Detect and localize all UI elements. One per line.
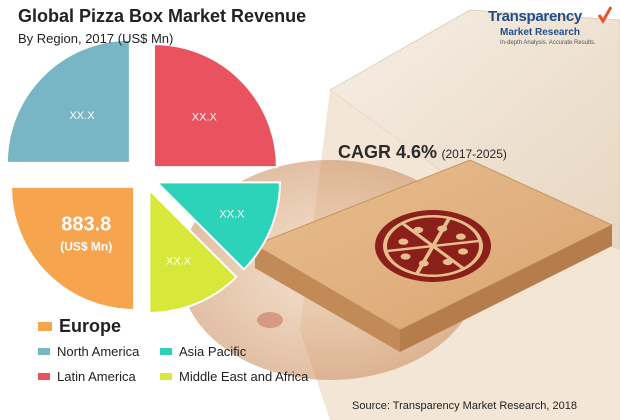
- pie-slice-north-america: [5, 38, 131, 164]
- legend-item-asia-pacific: Asia Pacific: [160, 344, 246, 359]
- logo-name: Transparency: [488, 8, 582, 25]
- pie-slice-latin-america: [152, 43, 278, 169]
- legend-label: Middle East and Africa: [179, 369, 309, 384]
- source-note: Source: Transparency Market Research, 20…: [352, 400, 578, 412]
- closed-box-side: [400, 225, 612, 352]
- pie-slice-middle-east-africa: [148, 187, 238, 314]
- company-logo: Transparency Market Research In-depth An…: [488, 6, 612, 54]
- chart-title: Global Pizza Box Market Revenue: [18, 6, 307, 26]
- pie-slice-asia-pacific: [154, 181, 281, 271]
- legend-swatch: [38, 348, 50, 355]
- legend-label: Latin America: [57, 369, 136, 384]
- legend-label: Asia Pacific: [179, 344, 247, 359]
- closed-box-front: [255, 245, 400, 352]
- slice-label-europe: 883.8: [61, 214, 111, 236]
- logo-tagline: In-depth Analysis. Accurate Results.: [500, 40, 596, 46]
- checkmark-icon: [598, 6, 612, 24]
- legend-label: North America: [57, 344, 140, 359]
- legend-item-north-america: North America: [38, 344, 139, 359]
- legend-swatch: [38, 322, 52, 331]
- legend-item-europe: Europe: [38, 316, 121, 337]
- pizza-topping-icon: [257, 312, 283, 328]
- chart-subtitle: By Region, 2017 (US$ Mn): [18, 31, 174, 46]
- slice-sublabel-europe: (US$ Mn): [60, 240, 112, 254]
- cagr-callout: CAGR 4.6% (2017-2025): [338, 142, 507, 163]
- cagr-value: CAGR 4.6%: [338, 142, 438, 162]
- legend-swatch: [38, 373, 50, 380]
- box-pizza-logo-icon: [375, 210, 491, 282]
- slice-label-north-america: XX.X: [69, 110, 95, 122]
- legend-swatch: [160, 373, 172, 380]
- cagr-period: (2017-2025): [441, 147, 507, 161]
- slice-label-latin-america: XX.X: [192, 112, 218, 124]
- legend-swatch: [160, 348, 172, 355]
- pie-slice-europe: [10, 185, 136, 311]
- legend-item-middle-east-africa: Middle East and Africa: [160, 369, 308, 384]
- slice-label-asia-pacific: XX.X: [219, 208, 245, 220]
- legend-item-latin-america: Latin America: [38, 369, 136, 384]
- legend-label: Europe: [59, 316, 122, 336]
- logo-subname: Market Research: [500, 27, 581, 38]
- slice-label-middle-east-africa: XX.X: [166, 255, 192, 267]
